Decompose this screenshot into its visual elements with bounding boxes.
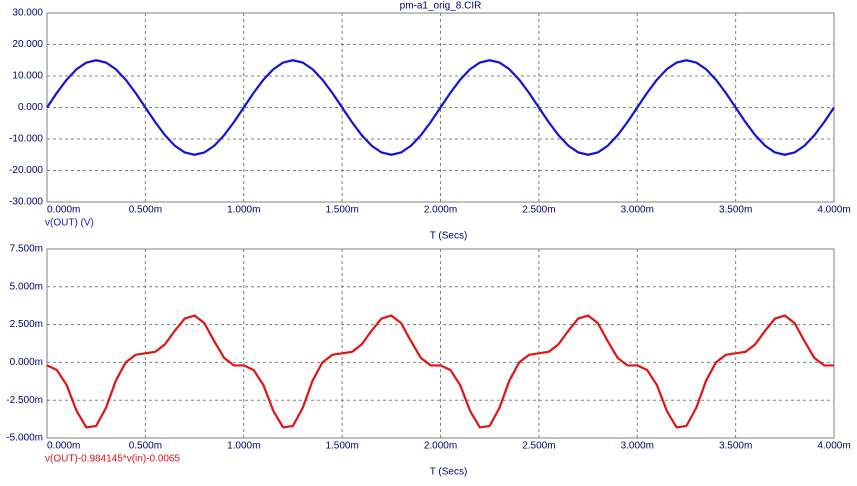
legend-label: v(OUT) (V) [45,218,94,229]
y-tick-label: 0.000 [18,102,43,113]
y-tick-label: 5.000m [10,281,43,292]
x-tick-label: 0.500m [129,205,162,216]
x-tick-label: 1.000m [227,205,260,216]
y-tick-label: 10.000 [12,71,43,82]
x-tick-label: 2.000m [424,441,457,452]
y-tick-label: 2.500m [10,319,43,330]
x-tick-label: 3.500m [719,205,752,216]
legend-label: v(OUT)-0.984145*v(in)-0.0065 [45,454,180,465]
x-tick-label: 0.000m [47,441,80,452]
x-tick-label: 2.000m [424,205,457,216]
x-tick-label: 0.500m [129,441,162,452]
y-tick-label: 20.000 [12,39,43,50]
x-tick-label: 3.500m [719,441,752,452]
y-tick-label: -20.000 [9,165,43,176]
series-line [46,59,835,156]
y-tick-label: -2.500m [6,395,43,406]
x-axis-label: T (Secs) [430,467,468,478]
y-tick-label: -30.000 [9,197,43,208]
x-tick-label: 1.000m [227,441,260,452]
y-tick-label: 7.500m [10,244,43,255]
x-tick-label: 2.500m [522,205,555,216]
x-tick-label: 3.000m [621,205,654,216]
y-tick-label: -10.000 [9,134,43,145]
x-tick-label: 3.000m [621,441,654,452]
y-tick-label: 0.000m [10,357,43,368]
plot-frame [46,248,835,439]
y-tick-label: 30.000 [12,8,43,19]
x-tick-label: 1.500m [325,205,358,216]
x-axis-label: T (Secs) [430,231,468,242]
x-tick-label: 1.500m [325,441,358,452]
x-tick-label: 4.000m [817,441,850,452]
chart-title: pm-a1_orig_8.CIR [400,1,482,12]
x-tick-label: 4.000m [817,205,850,216]
y-tick-label: -5.000m [6,433,43,444]
series-line [46,314,834,429]
x-tick-label: 2.500m [522,441,555,452]
x-tick-label: 0.000m [47,205,80,216]
